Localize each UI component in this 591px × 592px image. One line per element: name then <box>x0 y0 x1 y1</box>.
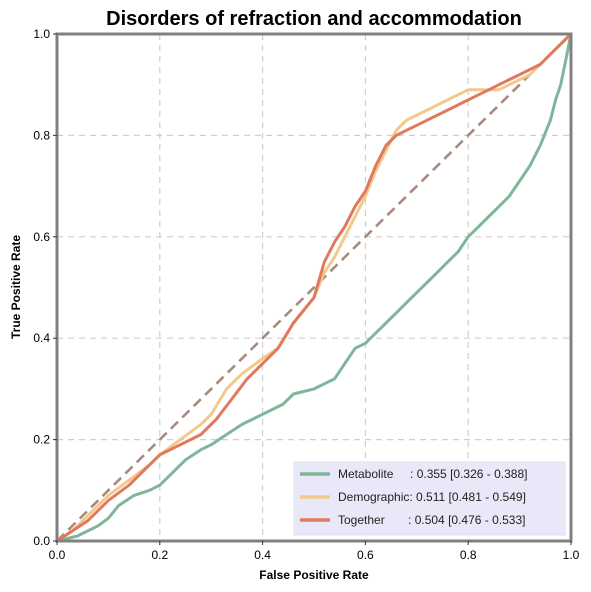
y-tick-label: 0.0 <box>33 534 50 548</box>
legend-box <box>293 461 566 536</box>
legend-entry: Together : 0.504 [0.476 - 0.533] <box>338 513 525 527</box>
chart-title: Disorders of refraction and accommodatio… <box>106 8 522 30</box>
plot-frame <box>55 32 573 543</box>
y-tick-label: 0.2 <box>33 433 50 447</box>
y-tick-label: 0.6 <box>33 230 50 244</box>
y-tick-label: 0.4 <box>33 331 50 345</box>
x-axis-label: False Positive Rate <box>259 568 369 582</box>
y-axis-label: True Positive Rate <box>9 235 23 339</box>
roc-line-metabolite <box>55 32 573 543</box>
chance-diagonal <box>56 33 572 542</box>
legend-entry: Metabolite : 0.355 [0.326 - 0.388] <box>338 467 527 481</box>
x-tick-label: 1.0 <box>563 548 580 562</box>
y-tick-label: 1.0 <box>33 27 50 41</box>
roc-curves <box>55 32 573 543</box>
legend: Metabolite : 0.355 [0.326 - 0.388] Demogr… <box>293 461 566 536</box>
roc-line-demographic <box>55 32 573 543</box>
y-tick-label: 0.8 <box>33 128 50 142</box>
legend-entry: Demographic: 0.511 [0.481 - 0.549] <box>338 490 526 504</box>
x-tick-label: 0.8 <box>460 548 477 562</box>
x-tick-label: 0.6 <box>357 548 374 562</box>
chance-line <box>56 33 572 542</box>
x-tick-label: 0.4 <box>254 548 271 562</box>
y-axis-ticks: 0.0 0.2 0.4 0.6 0.8 1.0 <box>33 27 57 548</box>
x-tick-label: 0.0 <box>49 548 66 562</box>
x-tick-label: 0.2 <box>151 548 168 562</box>
x-axis-ticks: 0.0 0.2 0.4 0.6 0.8 1.0 <box>49 541 580 562</box>
roc-line-together <box>55 32 573 543</box>
